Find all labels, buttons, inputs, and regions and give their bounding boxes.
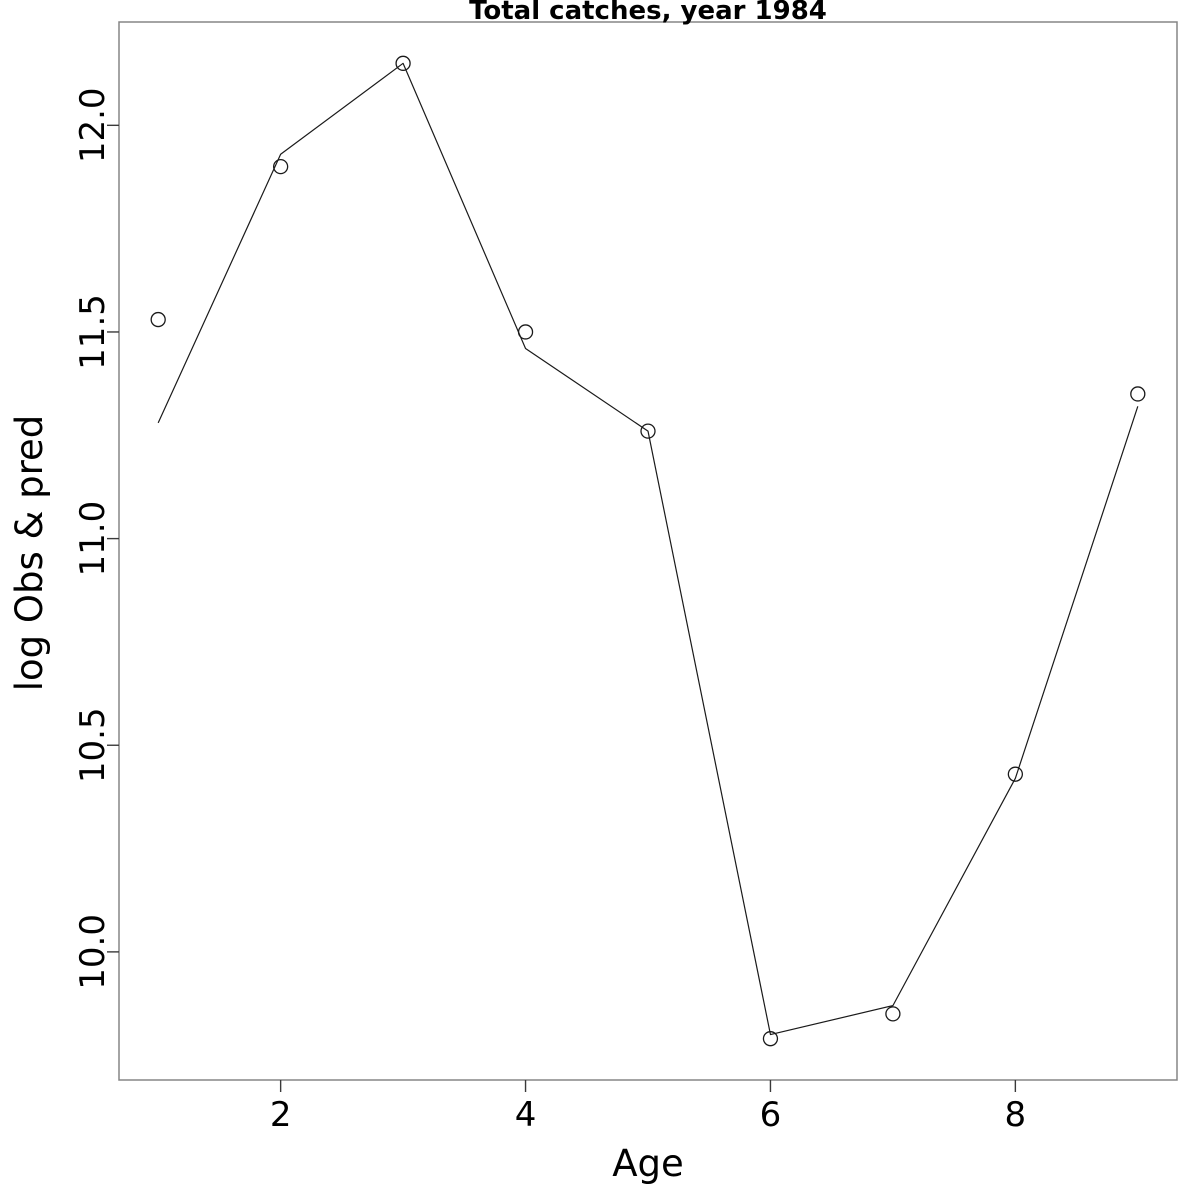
x-tick-label: 4 bbox=[515, 1095, 537, 1135]
observation-point bbox=[150, 311, 166, 328]
x-axis-label: Age bbox=[612, 1142, 684, 1185]
y-tick-label: 11.0 bbox=[73, 501, 113, 577]
observation-point bbox=[1130, 386, 1146, 402]
observation-point bbox=[272, 158, 289, 175]
observation-point bbox=[1007, 766, 1024, 782]
observation-point bbox=[640, 423, 656, 439]
y-tick-label: 11.5 bbox=[73, 294, 113, 370]
x-tick-label: 6 bbox=[760, 1095, 782, 1135]
y-axis-label: log Obs & pred bbox=[8, 415, 51, 692]
plot-box bbox=[118, 21, 1178, 1081]
y-tick-label: 10.5 bbox=[73, 707, 113, 783]
observation-point bbox=[395, 55, 411, 71]
prediction-line bbox=[157, 62, 1139, 1036]
y-tick-label: 10.0 bbox=[73, 914, 113, 990]
plot-area: 2 4 6 8 10.0 10.5 11.0 11.5 12.0 bbox=[73, 21, 1178, 1135]
x-tick-label: 8 bbox=[1005, 1095, 1027, 1135]
chart-title: Total catches, year 1984 bbox=[469, 0, 827, 26]
y-tick-label: 12.0 bbox=[73, 87, 113, 163]
observation-point bbox=[517, 324, 534, 340]
x-tick-label: 2 bbox=[270, 1095, 292, 1135]
observation-point bbox=[762, 1031, 779, 1047]
observation-point bbox=[885, 1006, 901, 1022]
